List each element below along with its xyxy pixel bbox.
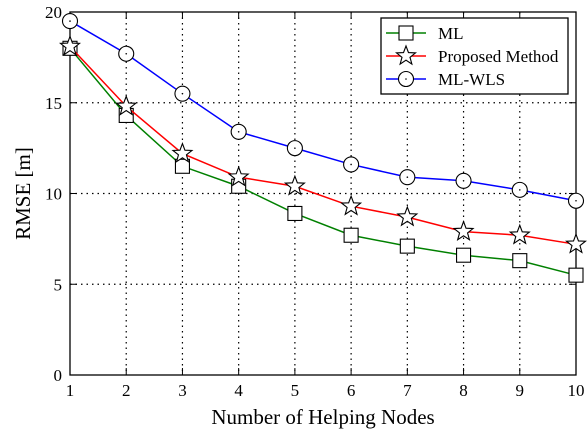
legend-marker [399, 26, 413, 40]
y-tick-label: 0 [54, 366, 63, 385]
data-point-star [510, 225, 529, 243]
legend-entry: ML-WLS [386, 70, 505, 89]
x-tick-label: 4 [234, 381, 243, 400]
x-tick-label: 10 [568, 381, 585, 400]
x-tick-label: 7 [403, 381, 412, 400]
data-point-circle-center [294, 147, 296, 149]
x-axis-label: Number of Helping Nodes [211, 405, 434, 429]
data-point-circle-center [69, 20, 71, 22]
data-point-square [513, 254, 527, 268]
x-tick-label: 6 [347, 381, 356, 400]
legend: ML Proposed Method ML-WLS [381, 18, 568, 94]
x-tick-label: 3 [178, 381, 187, 400]
data-point-circle-center [125, 53, 127, 55]
legend-label: Proposed Method [438, 47, 559, 66]
data-point-circle-center [463, 180, 465, 182]
data-point-circle-center [350, 164, 352, 166]
data-point-square [288, 206, 302, 220]
data-point-circle-center [238, 131, 240, 133]
x-tick-label: 5 [291, 381, 300, 400]
data-point-circle-center [182, 93, 184, 95]
y-tick-label: 10 [45, 185, 62, 204]
y-axis-label: RMSE [m] [11, 147, 35, 240]
y-tick-label: 5 [54, 275, 63, 294]
data-point-square [400, 239, 414, 253]
x-tick-label: 8 [459, 381, 468, 400]
data-point-square [569, 268, 583, 282]
legend-label: ML-WLS [438, 70, 505, 89]
data-point-circle-center [575, 200, 577, 202]
data-point-star [454, 222, 473, 240]
data-point-star [342, 196, 361, 214]
legend-label: ML [438, 24, 464, 43]
x-tick-label: 2 [122, 381, 131, 400]
x-tick-label: 1 [66, 381, 75, 400]
data-point-star [285, 176, 304, 194]
data-point-square [344, 228, 358, 242]
data-point-circle-center [407, 176, 409, 178]
data-point-circle-center [519, 189, 521, 191]
y-tick-label: 15 [45, 94, 62, 113]
data-point-square [457, 248, 471, 262]
x-tick-label: 9 [516, 381, 525, 400]
y-tick-label: 20 [45, 3, 62, 22]
legend-marker-center [405, 78, 407, 80]
